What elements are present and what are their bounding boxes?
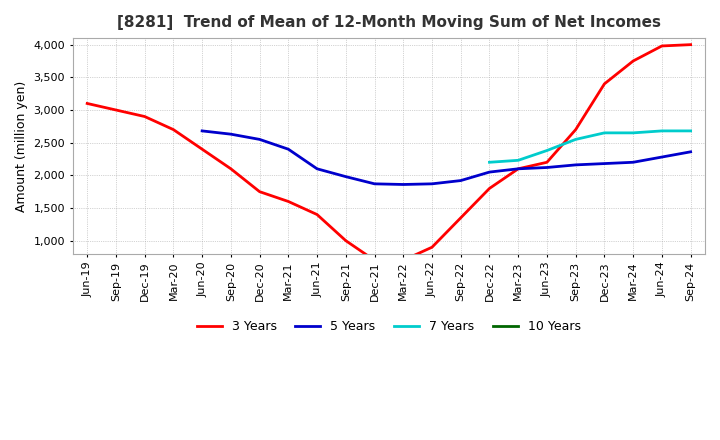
3 Years — [600, 81, 608, 87]
3 Years — [629, 59, 637, 64]
3 Years — [112, 107, 120, 113]
7 Years — [686, 128, 695, 134]
Line: 7 Years: 7 Years — [490, 131, 690, 162]
7 Years — [514, 158, 523, 163]
5 Years — [600, 161, 608, 166]
Legend: 3 Years, 5 Years, 7 Years, 10 Years: 3 Years, 5 Years, 7 Years, 10 Years — [192, 315, 586, 338]
3 Years — [370, 258, 379, 263]
5 Years — [485, 169, 494, 175]
5 Years — [256, 137, 264, 142]
3 Years — [514, 166, 523, 172]
5 Years — [399, 182, 408, 187]
Line: 5 Years: 5 Years — [202, 131, 690, 184]
3 Years — [284, 199, 292, 204]
3 Years — [256, 189, 264, 194]
7 Years — [485, 160, 494, 165]
3 Years — [485, 186, 494, 191]
5 Years — [543, 165, 552, 170]
5 Years — [629, 160, 637, 165]
7 Years — [657, 128, 666, 134]
3 Years — [572, 127, 580, 132]
3 Years — [140, 114, 149, 119]
5 Years — [657, 154, 666, 160]
3 Years — [657, 43, 666, 48]
3 Years — [198, 147, 207, 152]
7 Years — [543, 148, 552, 153]
3 Years — [83, 101, 91, 106]
5 Years — [428, 181, 436, 187]
7 Years — [600, 130, 608, 136]
Line: 3 Years: 3 Years — [87, 44, 690, 260]
5 Years — [686, 149, 695, 154]
5 Years — [312, 166, 321, 172]
5 Years — [456, 178, 465, 183]
5 Years — [227, 132, 235, 137]
3 Years — [169, 127, 178, 132]
5 Years — [370, 181, 379, 187]
Y-axis label: Amount (million yen): Amount (million yen) — [15, 81, 28, 212]
3 Years — [227, 166, 235, 172]
Title: [8281]  Trend of Mean of 12-Month Moving Sum of Net Incomes: [8281] Trend of Mean of 12-Month Moving … — [117, 15, 661, 30]
3 Years — [428, 245, 436, 250]
3 Years — [456, 215, 465, 220]
7 Years — [629, 130, 637, 136]
5 Years — [284, 147, 292, 152]
3 Years — [341, 238, 350, 243]
3 Years — [399, 258, 408, 263]
3 Years — [543, 160, 552, 165]
5 Years — [514, 166, 523, 172]
5 Years — [341, 174, 350, 179]
5 Years — [572, 162, 580, 168]
3 Years — [312, 212, 321, 217]
7 Years — [572, 137, 580, 142]
3 Years — [686, 42, 695, 47]
5 Years — [198, 128, 207, 134]
